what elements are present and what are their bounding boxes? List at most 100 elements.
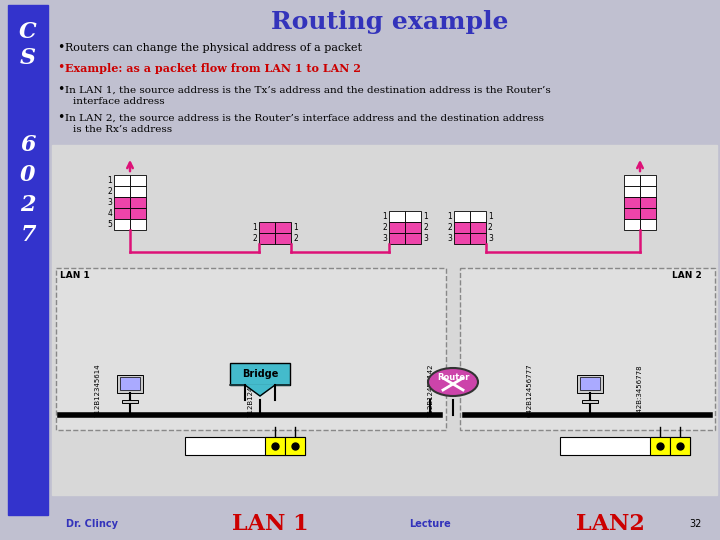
Bar [130,197,146,208]
Bar [8,5,48,515]
Text: 2: 2 [107,187,112,196]
Text: In LAN 1, the source address is the Tx’s address and the destination address is : In LAN 1, the source address is the Tx’s… [65,85,551,94]
Bar [130,186,146,197]
Bar [470,211,486,222]
Text: 2: 2 [252,234,257,243]
Text: Routing example: Routing example [271,10,509,34]
Text: 1: 1 [293,223,298,232]
Bar [624,186,640,197]
Text: 3: 3 [488,234,493,243]
Bar [389,233,405,244]
Bar [650,437,670,455]
Text: S: S [20,47,36,69]
Bar [122,400,138,403]
Text: •: • [57,62,64,75]
Bar [114,219,130,230]
Bar [624,197,640,208]
Text: 1: 1 [107,176,112,185]
Bar [624,208,640,219]
Bar [130,208,146,219]
Text: is the Rx’s address: is the Rx’s address [73,125,172,134]
Bar [265,437,285,455]
Text: interface address: interface address [73,98,165,106]
Bar [130,175,146,186]
Bar [454,222,470,233]
Text: 642B12456777: 642B12456777 [527,363,533,417]
Text: 3: 3 [107,198,112,207]
Bar [405,222,421,233]
Text: 642B:3456778: 642B:3456778 [637,364,643,416]
Bar [114,197,130,208]
Text: •: • [57,84,64,97]
Text: LAN 1: LAN 1 [60,271,90,280]
Text: 2: 2 [382,223,387,232]
Text: 712B12456142: 712B12456142 [427,363,433,417]
Bar [285,437,305,455]
Text: C: C [19,21,37,43]
Bar [275,233,291,244]
Bar [640,208,656,219]
Text: 2: 2 [447,223,452,232]
Bar [454,211,470,222]
Text: 1: 1 [382,212,387,221]
Text: 1: 1 [447,212,452,221]
Text: •: • [57,111,64,125]
Text: Bridge: Bridge [242,369,278,379]
Text: 3: 3 [382,234,387,243]
Bar [389,222,405,233]
Text: 3: 3 [423,234,428,243]
Text: 712B12456142: 712B12456142 [247,363,253,417]
Bar [560,437,690,455]
Bar [405,233,421,244]
Bar [624,175,640,186]
Bar [114,208,130,219]
Bar [640,219,656,230]
Bar [120,377,140,390]
Polygon shape [230,385,290,396]
Text: Lecture: Lecture [409,519,451,529]
Bar [230,363,290,385]
Bar [52,145,717,495]
Bar [582,400,598,403]
Ellipse shape [428,368,478,396]
Text: 4: 4 [107,209,112,218]
Text: 0: 0 [20,164,36,186]
Text: LAN 1: LAN 1 [232,513,308,535]
Bar [389,211,405,222]
Text: 2: 2 [293,234,298,243]
Text: 7: 7 [20,224,36,246]
Text: 2: 2 [488,223,492,232]
Bar [185,437,305,455]
Text: LAN2: LAN2 [575,513,644,535]
Bar [454,233,470,244]
Bar [460,268,715,430]
Text: 2: 2 [423,223,428,232]
Bar [577,375,603,393]
Bar [470,233,486,244]
Text: 1: 1 [488,212,492,221]
Bar [56,268,446,430]
Text: Example: as a packet flow from LAN 1 to LAN 2: Example: as a packet flow from LAN 1 to … [65,63,361,73]
Text: Routers can change the physical address of a packet: Routers can change the physical address … [65,43,362,53]
Bar [640,197,656,208]
Text: In LAN 2, the source address is the Router’s interface address and the destinati: In LAN 2, the source address is the Rout… [65,113,544,123]
Bar [405,211,421,222]
Bar [275,222,291,233]
Text: 5: 5 [107,220,112,229]
Text: LAN 2: LAN 2 [672,271,702,280]
Text: 1: 1 [423,212,428,221]
Text: •: • [57,42,64,55]
Bar [117,375,143,393]
Text: 3: 3 [447,234,452,243]
Bar [670,437,690,455]
Bar [259,222,275,233]
Bar [640,175,656,186]
Bar [259,233,275,244]
Bar [624,219,640,230]
Text: Dr. Clincy: Dr. Clincy [66,519,118,529]
Text: Router: Router [437,373,469,381]
Text: 2: 2 [20,194,36,216]
Bar [470,222,486,233]
Text: 1: 1 [252,223,257,232]
Text: 32: 32 [689,519,701,529]
